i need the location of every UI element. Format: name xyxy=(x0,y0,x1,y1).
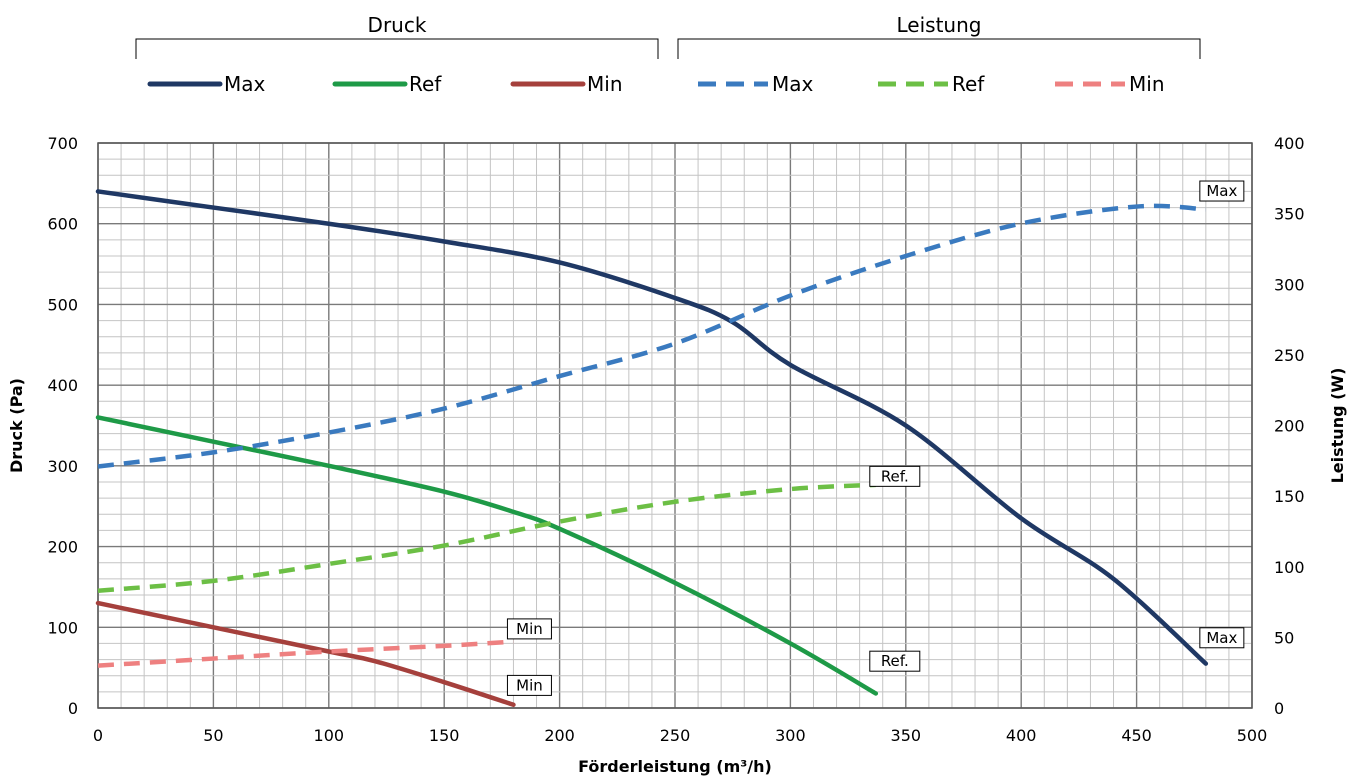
y-left-tick-label: 400 xyxy=(47,376,78,395)
annotation-label: Ref. xyxy=(869,650,921,672)
series-line-druck-ref xyxy=(95,415,879,696)
legend-label: Ref xyxy=(409,72,442,96)
annotation-box xyxy=(506,674,552,696)
series-line-druck-min xyxy=(95,600,516,708)
y-left-tick-label: 0 xyxy=(68,699,78,718)
tick-labels: 0 50 100 150 200 250 300 350 400 450 5000100200300… xyxy=(47,134,1304,745)
annotation-label: Min xyxy=(506,674,552,696)
series-lines xyxy=(95,189,1209,708)
legend-bracket xyxy=(135,38,659,59)
series-line-druck-max xyxy=(95,189,1209,666)
x-tick-label: 350 xyxy=(891,726,922,745)
annotation-text: Ref. xyxy=(881,652,909,670)
legend-group-title: Leistung xyxy=(897,13,982,37)
annotation-box xyxy=(1199,627,1245,649)
annotation-label: Max xyxy=(1199,627,1245,649)
plot-frame xyxy=(97,142,1253,709)
y-right-tick-label: 0 xyxy=(1274,699,1284,718)
legend-group-leistung: Leistung Max Ref Min xyxy=(677,13,1201,96)
legend-label: Max xyxy=(224,72,266,96)
y-right-tick-label: 50 xyxy=(1274,628,1294,647)
legend-label: Ref xyxy=(952,72,985,96)
annotation-label: Ref. xyxy=(869,465,921,487)
y-left-tick-label: 500 xyxy=(47,295,78,314)
legend-group-title: Druck xyxy=(368,13,427,37)
x-axis-title: Förderleistung (m³/h) xyxy=(578,757,772,776)
annotation-text: Min xyxy=(516,620,543,638)
legend-bracket xyxy=(677,38,1201,59)
annotation-text: Max xyxy=(1206,629,1237,647)
x-tick-label: 200 xyxy=(544,726,575,745)
annotation-text: Min xyxy=(516,676,543,694)
y-right-tick-label: 250 xyxy=(1274,346,1305,365)
y-left-tick-label: 200 xyxy=(47,538,78,557)
y-left-tick-label: 300 xyxy=(47,457,78,476)
y-left-tick-label: 700 xyxy=(47,134,78,153)
x-tick-label: 0 xyxy=(93,726,103,745)
y-right-axis-title: Leistung (W) xyxy=(1328,368,1347,484)
x-tick-label: 450 xyxy=(1121,726,1152,745)
y-right-tick-label: 300 xyxy=(1274,275,1305,294)
annotation-box xyxy=(506,618,552,640)
annotation-text: Ref. xyxy=(881,467,909,485)
legend-group-druck: Druck Max Ref Min xyxy=(135,13,659,96)
y-left-axis-title: Druck (Pa) xyxy=(7,378,26,473)
legend: Druck Max Ref Min Leistung Max Ref Min xyxy=(135,13,1201,96)
grid xyxy=(97,142,1253,709)
legend-label: Max xyxy=(772,72,814,96)
y-right-tick-label: 200 xyxy=(1274,417,1305,436)
annotation-label: Min xyxy=(506,618,552,640)
y-left-tick-label: 100 xyxy=(47,618,78,637)
x-tick-label: 500 xyxy=(1237,726,1268,745)
annotation-box xyxy=(869,650,921,672)
y-right-tick-label: 150 xyxy=(1274,487,1305,506)
annotation-box xyxy=(1199,180,1245,202)
x-tick-label: 150 xyxy=(429,726,460,745)
y-right-tick-label: 100 xyxy=(1274,558,1305,577)
y-right-tick-label: 350 xyxy=(1274,205,1305,224)
x-tick-label: 400 xyxy=(1006,726,1037,745)
annotation-text: Max xyxy=(1206,182,1237,200)
y-left-tick-label: 600 xyxy=(47,215,78,234)
y-right-tick-label: 400 xyxy=(1274,134,1305,153)
legend-label: Min xyxy=(587,72,623,96)
series-line-leistung-ref xyxy=(97,482,876,594)
annotation-box xyxy=(869,465,921,487)
annotations: Max Max Ref. Ref. Min Min xyxy=(506,180,1245,696)
plot-area-border xyxy=(97,142,1253,709)
x-tick-label: 300 xyxy=(775,726,806,745)
x-tick-label: 50 xyxy=(203,726,223,745)
annotation-label: Max xyxy=(1199,180,1245,202)
series-line-leistung-max xyxy=(97,203,1206,469)
x-tick-label: 250 xyxy=(660,726,691,745)
x-tick-label: 100 xyxy=(314,726,345,745)
legend-label: Min xyxy=(1129,72,1165,96)
